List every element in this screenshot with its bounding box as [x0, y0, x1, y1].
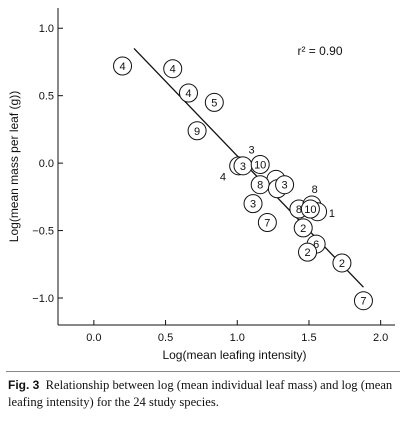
point-label: 4 — [170, 64, 176, 76]
point-label: 5 — [211, 97, 217, 109]
point-label: 8 — [296, 204, 302, 216]
point-label: 9 — [194, 126, 200, 138]
x-tick-label: 2.0 — [373, 332, 388, 344]
point-label: 3 — [250, 199, 256, 211]
y-tick-label: −0.5 — [32, 226, 54, 238]
point-circle — [250, 154, 270, 174]
point-label: 2 — [339, 258, 345, 270]
caption-text: Relationship between log (mean individua… — [8, 378, 393, 409]
point-label: 3 — [282, 180, 288, 192]
data-point: 3 — [233, 156, 253, 176]
point-label: 7 — [264, 217, 270, 229]
data-point: 5 — [204, 92, 224, 112]
data-point: 9 — [187, 121, 207, 141]
data-point: 10 — [250, 154, 270, 174]
point-circle — [293, 218, 313, 238]
point-circle — [113, 56, 133, 76]
point-label: 6 — [313, 239, 319, 251]
data-point: 8 — [250, 175, 270, 195]
data-point: 10 — [300, 199, 320, 219]
r-squared-annotation: r² = 0.90 — [297, 44, 342, 58]
point-circle — [353, 291, 373, 311]
data-point: 7 — [353, 291, 373, 311]
point-label: 3 — [240, 161, 246, 173]
point-circle — [243, 194, 263, 214]
y-tick-label: −1.0 — [32, 293, 54, 305]
point-label: 4 — [185, 88, 191, 100]
point-label: 10 — [304, 204, 316, 216]
point-circle — [298, 242, 318, 262]
point-label: 7 — [360, 296, 366, 308]
y-axis-title: Log(mean mass per leaf (g)) — [7, 91, 21, 242]
point-circle — [257, 212, 277, 232]
point-circle — [187, 121, 207, 141]
x-tick-label: 1.0 — [230, 332, 245, 344]
x-axis-title: Log(mean leafing intensity) — [162, 348, 306, 362]
data-point: 2 — [293, 218, 313, 238]
data-point: 4 — [178, 83, 198, 103]
data-point: 7 — [257, 212, 277, 232]
figure-caption: Fig. 3 Relationship between log (mean in… — [8, 377, 403, 411]
point-label: 8 — [257, 180, 263, 192]
point-circle — [332, 253, 352, 273]
y-tick-label: 0.0 — [39, 158, 54, 170]
point-circle — [204, 92, 224, 112]
data-point: 4 — [113, 56, 133, 76]
x-tick-label: 0.5 — [158, 332, 173, 344]
y-tick-label: 0.5 — [39, 91, 54, 103]
axes: 0.0 0.5 1.0 1.5 2.0 1.0 0.5 0.0 −0.5 −1.0 — [32, 8, 395, 344]
caption-divider — [6, 371, 400, 372]
point-label: 2 — [300, 223, 306, 235]
point-circle — [300, 199, 320, 219]
data-point: 3 — [275, 175, 295, 195]
data-point: 3 — [243, 194, 263, 214]
point-circle — [163, 59, 183, 79]
data-point: 4 — [163, 59, 183, 79]
y-tick-label: 1.0 — [39, 23, 54, 35]
point-circle — [275, 175, 295, 195]
x-tick-label: 1.5 — [301, 332, 316, 344]
free-point-label: 1 — [329, 208, 335, 220]
point-circle — [178, 83, 198, 103]
data-point: 2 — [332, 253, 352, 273]
data-point: 2 — [298, 242, 318, 262]
free-point-label: 3 — [249, 145, 255, 157]
point-label: 10 — [254, 159, 266, 171]
figure-label: Fig. 3 — [8, 378, 40, 392]
point-label: 4 — [119, 61, 125, 73]
free-point-label: 8 — [312, 184, 318, 196]
point-label: 2 — [304, 247, 310, 259]
x-tick-label: 0.0 — [86, 332, 101, 344]
free-point-label: 4 — [220, 172, 226, 184]
